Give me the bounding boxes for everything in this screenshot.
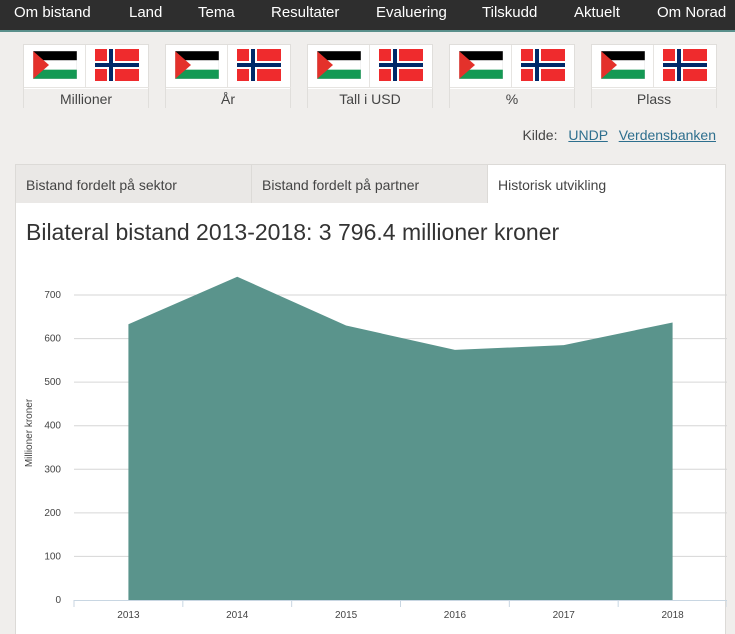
norway-flag-icon — [370, 45, 433, 88]
norway-flag-icon — [512, 45, 575, 88]
y-tick-label: 500 — [44, 377, 61, 388]
nav-item-land[interactable]: Land — [129, 4, 163, 21]
top-navigation: Om bistand Land Tema Resultater Evaluering Ti… — [0, 0, 735, 32]
flag-card-label: Plass — [592, 89, 716, 109]
tab-bar: Bistand fordelt på sektor Bistand fordel… — [15, 164, 726, 204]
flag-card-label: Tall i USD — [308, 89, 432, 109]
tab-sektor[interactable]: Bistand fordelt på sektor — [15, 164, 252, 204]
y-tick-label: 600 — [44, 334, 61, 345]
palestine-flag-icon — [24, 45, 86, 88]
flag-card-label: År — [166, 89, 290, 109]
nav-item-tilskudd[interactable]: Tilskudd — [482, 4, 538, 21]
y-tick-label: 0 — [55, 595, 61, 606]
flag-card-label: % — [450, 89, 574, 109]
x-tick-label: 2015 — [335, 610, 358, 621]
palestine-flag-icon — [450, 45, 512, 88]
norway-flag-icon — [86, 45, 149, 88]
nav-item-aktuelt[interactable]: Aktuelt — [574, 4, 620, 21]
x-tick-label: 2016 — [444, 610, 467, 621]
source-link-undp[interactable]: UNDP — [568, 127, 608, 143]
x-tick-label: 2014 — [226, 610, 249, 621]
norway-flag-icon — [654, 45, 717, 88]
source-label: Kilde: — [522, 127, 558, 143]
flag-card-1: År — [165, 44, 291, 109]
flag-card-2: Tall i USD — [307, 44, 433, 109]
palestine-flag-icon — [308, 45, 370, 88]
chart-panel: Bilateral bistand 2013-2018: 3 796.4 mil… — [15, 203, 727, 634]
source-link-verdensbanken[interactable]: Verdensbanken — [618, 127, 716, 143]
x-tick-label: 2017 — [553, 610, 576, 621]
tab-partner[interactable]: Bistand fordelt på partner — [251, 164, 488, 204]
nav-item-om-norad[interactable]: Om Norad — [657, 4, 727, 21]
norway-flag-icon — [228, 45, 291, 88]
y-tick-label: 100 — [44, 551, 61, 562]
flag-card-0: Millioner — [23, 44, 149, 109]
y-tick-label: 200 — [44, 508, 61, 519]
x-tick-label: 2013 — [117, 610, 140, 621]
flag-card-3: % — [449, 44, 575, 109]
y-tick-label: 400 — [44, 421, 61, 432]
nav-item-resultater[interactable]: Resultater — [271, 4, 340, 21]
tab-historisk[interactable]: Historisk utvikling — [487, 164, 726, 204]
flag-card-label: Millioner — [24, 89, 148, 109]
y-axis-title: Millioner kroner — [24, 398, 35, 467]
y-tick-label: 300 — [44, 464, 61, 475]
area-chart: 2013 2014 2015 2016 2017 2018 0 100 200 300 400 500… — [24, 276, 727, 621]
flag-card-4: Plass — [591, 44, 717, 109]
nav-item-evaluering[interactable]: Evaluering — [376, 4, 447, 21]
nav-item-tema[interactable]: Tema — [198, 4, 235, 21]
nav-item-om-bistand[interactable]: Om bistand — [14, 4, 91, 21]
x-tick-label: 2018 — [661, 610, 684, 621]
y-tick-label: 700 — [44, 290, 61, 301]
area-series — [128, 276, 673, 600]
panel-title: Bilateral bistand 2013-2018: 3 796.4 mil… — [26, 219, 560, 245]
palestine-flag-icon — [166, 45, 228, 88]
source-line: Kilde: UNDP Verdensbanken — [522, 127, 716, 143]
palestine-flag-icon — [592, 45, 654, 88]
